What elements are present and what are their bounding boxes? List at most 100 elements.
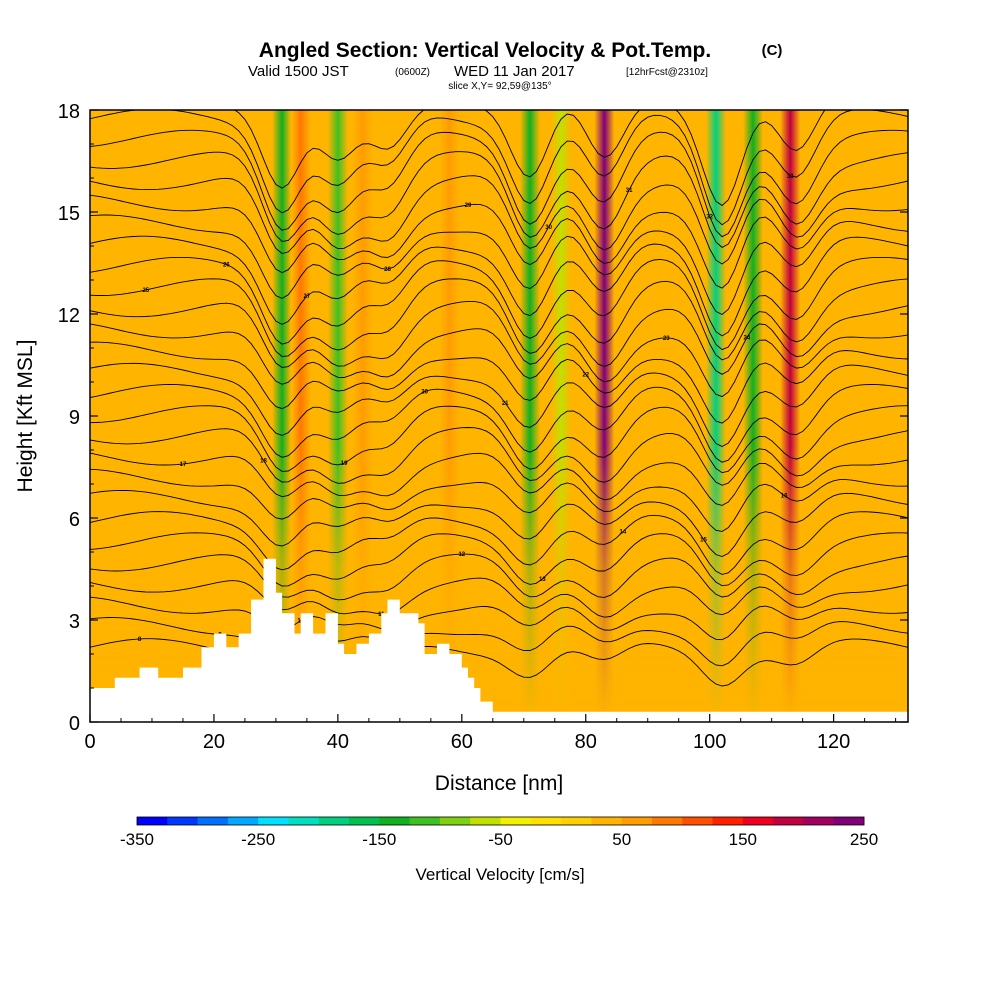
x-axis-label: Distance [nm] — [435, 772, 563, 795]
valid-time: Valid 1500 JST — [248, 63, 349, 80]
colorbar-swatch — [621, 817, 653, 825]
terrain — [90, 558, 908, 722]
x-tick-label: 40 — [327, 731, 349, 753]
colorbar-swatch — [591, 817, 623, 825]
isentrope-line — [233, 110, 826, 207]
isentrope-line — [90, 532, 908, 587]
x-tick-label: 80 — [575, 731, 597, 753]
isentrope-label: 25 — [142, 288, 149, 294]
isentrope-line — [90, 511, 908, 575]
isentrope-line — [90, 278, 908, 361]
colorbar-swatch — [349, 817, 380, 825]
isentrope-line — [90, 235, 908, 337]
isentrope-label: 23 — [663, 336, 670, 342]
isentrope-line — [90, 194, 908, 289]
isentrope-line — [90, 489, 908, 557]
colorbar-swatch — [197, 817, 229, 825]
isentrope-label: 26 — [223, 262, 230, 268]
isentrope-line — [90, 553, 908, 601]
colorbar-swatch — [470, 817, 501, 825]
potential-temperature-contours: 8910111213141516171819202122232425262728… — [90, 98, 908, 687]
isentrope-label: 24 — [744, 335, 751, 341]
isentrope-label: 31 — [626, 188, 633, 194]
x-tick-label: 20 — [203, 731, 225, 753]
colorbar-swatch — [561, 817, 592, 825]
isentrope-line — [90, 384, 908, 463]
colorbar-swatch — [500, 817, 532, 825]
colorbar-swatch — [137, 817, 168, 825]
isentrope-line — [90, 427, 908, 486]
isentrope-line — [90, 323, 908, 398]
x-tick-label: 100 — [693, 731, 726, 753]
colorbar-swatch — [318, 817, 350, 825]
colorbar-frame — [136, 816, 865, 826]
colorbar-swatch — [288, 817, 320, 825]
colorbar-tick-label: 150 — [729, 830, 757, 849]
copyright-mark: (C) — [762, 42, 783, 59]
isentrope-label: 19 — [341, 461, 348, 467]
isentrope-label: 29 — [465, 203, 472, 209]
y-tick-label: 12 — [58, 305, 80, 327]
y-axis-ticks: 0 3 6 9 12 15 18 — [58, 101, 908, 735]
isentrope-label: 20 — [421, 390, 428, 396]
isentrope-line — [90, 452, 908, 506]
colorbar-tick-label: -250 — [241, 830, 275, 849]
isentrope-label: 30 — [545, 225, 552, 231]
isentrope-label: 15 — [700, 537, 707, 543]
isentrope-line — [90, 129, 908, 238]
forecast-info: [12hrFcst@2310z] — [626, 67, 708, 78]
colorbar-swatch — [833, 817, 865, 825]
isentrope-line — [90, 405, 908, 474]
colorbar: -350 -250 -150 -50 50 150 250 — [120, 816, 878, 849]
y-tick-label: 6 — [69, 509, 80, 531]
isentrope-line — [90, 151, 908, 248]
isentrope-label: 22 — [582, 372, 589, 378]
isentrope-label: 13 — [539, 577, 546, 583]
isentrope-label: 12 — [458, 552, 465, 558]
isentrope-line — [90, 362, 908, 448]
y-tick-label: 15 — [58, 203, 80, 225]
isentrope-label: 18 — [260, 458, 267, 464]
isentrope-label: 34 — [186, 98, 193, 104]
colorbar-label: Vertical Velocity [cm/s] — [415, 865, 584, 884]
x-tick-label: 120 — [817, 731, 850, 753]
isentrope-label: 28 — [384, 267, 391, 273]
colorbar-swatch — [803, 817, 835, 825]
colorbar-tick-label: 250 — [850, 830, 878, 849]
colorbar-swatch — [227, 817, 259, 825]
isentrope-label: 32 — [706, 215, 713, 221]
isentrope-line — [90, 214, 908, 316]
isentrope-label: 17 — [180, 462, 187, 468]
velocity-field — [90, 110, 908, 722]
colorbar-swatch — [439, 817, 471, 825]
colorbar-swatch — [530, 817, 562, 825]
colorbar-swatch — [409, 817, 441, 825]
colorbar-tick-label: -50 — [488, 830, 513, 849]
isentrope-line — [90, 300, 908, 375]
y-tick-label: 9 — [69, 407, 80, 429]
isentrope-line — [90, 110, 908, 226]
y-axis-label: Height [Kft MSL] — [14, 340, 37, 493]
isentrope-line — [90, 175, 908, 265]
isentrope-line — [90, 256, 908, 351]
colorbar-tick-label: -350 — [120, 830, 154, 849]
y-tick-label: 3 — [69, 611, 80, 633]
isentrope-line — [90, 596, 908, 641]
isentrope-label: 33 — [787, 174, 794, 180]
isentrope-line — [90, 577, 908, 618]
colorbar-tick-label: -150 — [362, 830, 396, 849]
valid-date: WED 11 Jan 2017 — [454, 63, 575, 80]
colorbar-swatch — [742, 817, 774, 825]
y-tick-label: 18 — [58, 101, 80, 123]
x-tick-label: 60 — [451, 731, 473, 753]
slice-info: slice X,Y= 92,59@135° — [448, 81, 551, 92]
y-tick-label: 0 — [69, 713, 80, 735]
plot-area: 8910111213141516171819202122232425262728… — [58, 98, 909, 753]
colorbar-tick-label: 50 — [612, 830, 631, 849]
colorbar-swatch — [682, 817, 713, 825]
isentrope-label: 21 — [502, 401, 509, 407]
colorbar-swatch — [712, 817, 744, 825]
chart-title: Angled Section: Vertical Velocity & Pot.… — [259, 39, 711, 62]
colorbar-swatch — [651, 817, 683, 825]
